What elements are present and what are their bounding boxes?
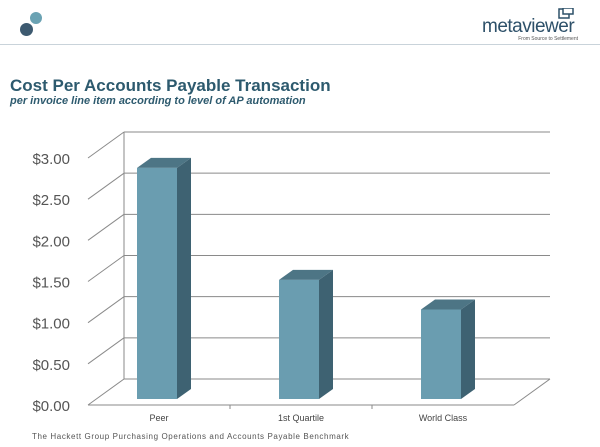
x-tick-label: World Class — [419, 413, 468, 423]
page-title: Cost Per Accounts Payable Transaction — [10, 76, 331, 95]
page-subtitle: per invoice line item according to level… — [10, 95, 306, 107]
gridline-depth — [87, 255, 125, 282]
logo-tagline: From Source to Settlement — [518, 36, 578, 42]
decorative-dot-light-icon — [30, 12, 42, 24]
metaviewer-logo: metaviewer From Source to Settlement — [482, 8, 582, 42]
y-tick-label: $0.00 — [32, 398, 70, 415]
gridline-depth — [87, 172, 125, 200]
header-bar: metaviewer From Source to Settlement — [0, 0, 600, 45]
y-tick-label: $3.00 — [32, 151, 70, 168]
gridline-depth — [87, 378, 125, 406]
gridline-depth — [87, 213, 125, 241]
y-tick-label: $1.00 — [32, 316, 70, 333]
x-tick-label: Peer — [149, 413, 168, 423]
bar-side — [319, 269, 333, 399]
bar — [421, 309, 461, 399]
bar-top — [421, 299, 475, 310]
gridline-depth — [87, 131, 125, 159]
logo-wordmark: metaviewer — [482, 16, 575, 37]
y-tick-label: $1.50 — [32, 275, 70, 292]
header-divider — [0, 44, 600, 45]
bar-top — [279, 269, 333, 280]
y-tick-label: $0.50 — [32, 357, 70, 374]
y-tick-label: $2.50 — [32, 192, 70, 209]
bar-side — [461, 299, 475, 399]
decorative-dot-dark-icon — [20, 23, 33, 36]
bar — [279, 279, 319, 399]
gridline-depth — [87, 337, 125, 365]
y-tick-label: $2.00 — [32, 233, 70, 250]
logo-mark-icon — [558, 8, 574, 19]
bar — [137, 167, 177, 399]
x-tick-label: 1st Quartile — [278, 413, 324, 423]
source-footer: The Hackett Group Purchasing Operations … — [32, 432, 350, 441]
floor-right-edge — [513, 378, 551, 406]
gridline-depth — [87, 296, 125, 324]
bar-side — [177, 157, 191, 399]
bar-top — [137, 157, 191, 168]
